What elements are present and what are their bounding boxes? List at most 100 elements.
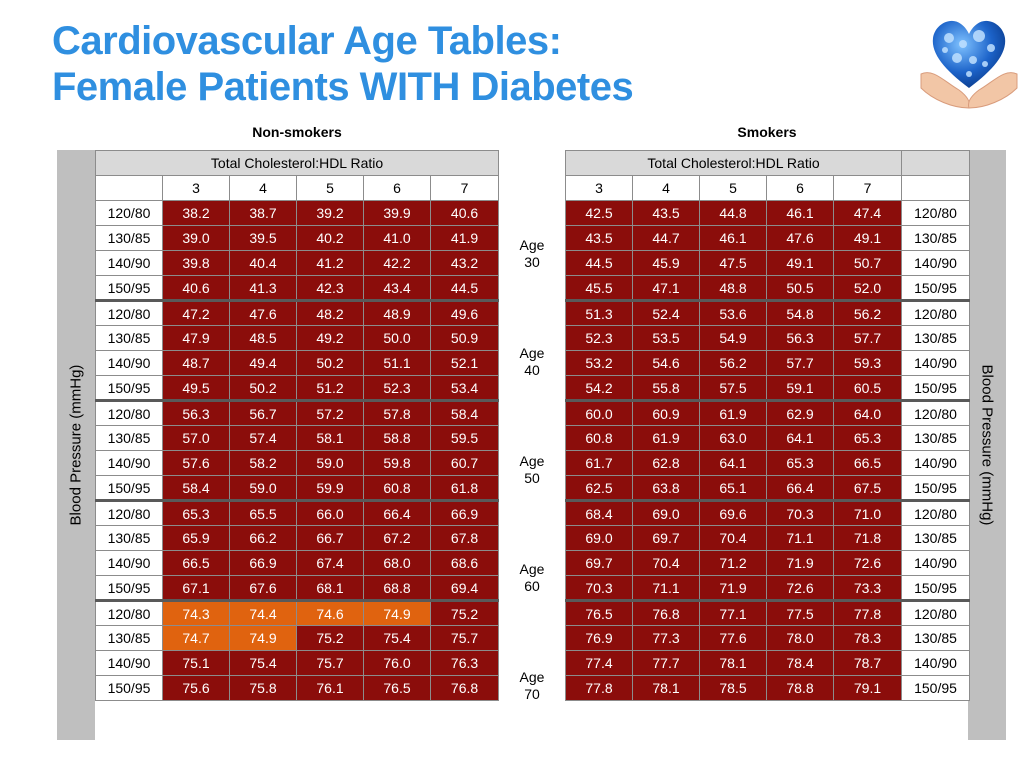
- bp-row-label: 140/90: [95, 550, 163, 576]
- bp-row-label: 130/85: [901, 525, 971, 551]
- age-value-cell: 65.3: [162, 499, 230, 526]
- age-value-cell: 48.2: [296, 299, 364, 326]
- age-value-cell: 64.1: [699, 450, 767, 476]
- age-value-cell: 53.6: [699, 299, 767, 326]
- bp-row-label: 120/80: [901, 399, 971, 426]
- table-row: 140/90 66.5 66.9 67.4 68.0 68.6: [95, 550, 500, 576]
- age-value-cell: 75.6: [162, 675, 230, 701]
- age-value-cell: 39.8: [162, 250, 230, 276]
- age-value-cell: 75.1: [162, 650, 230, 676]
- table-row: 43.5 44.7 46.1 47.6 49.1 130/85: [565, 225, 971, 251]
- age-value-cell: 66.4: [363, 499, 431, 526]
- age-value-cell: 67.2: [363, 525, 431, 551]
- age-value-cell: 56.2: [699, 350, 767, 376]
- age-word: Age: [519, 237, 545, 253]
- age-value-cell: 66.9: [229, 550, 297, 576]
- age-value-cell: 74.3: [162, 599, 230, 626]
- age-value-cell: 57.5: [699, 375, 767, 401]
- age-value-cell: 53.4: [429, 375, 500, 401]
- nonsmokers-table: Total Cholesterol:HDL Ratio 3 4 5 6 7 120/80 38…: [94, 150, 500, 701]
- age-value-cell: 40.2: [296, 225, 364, 251]
- age-value-cell: 47.6: [766, 225, 834, 251]
- age-value-cell: 57.7: [832, 325, 903, 351]
- left-bp-axis-label: Blood Pressure (mmHg): [67, 364, 85, 526]
- bp-row-label: 120/80: [901, 200, 971, 226]
- table-row: 140/90 57.6 58.2 59.0 59.8 60.7: [95, 450, 500, 476]
- age-value-cell: 62.8: [632, 450, 700, 476]
- table-row: 70.3 71.1 71.9 72.6 73.3 150/95: [565, 575, 971, 601]
- age-value-cell: 75.2: [429, 599, 500, 626]
- age-value-cell: 65.1: [699, 475, 767, 501]
- age-value-cell: 57.4: [229, 425, 297, 451]
- age-value-cell: 75.4: [363, 625, 431, 651]
- age-value-cell: 76.9: [565, 625, 633, 651]
- age-value-cell: 69.0: [632, 499, 700, 526]
- table-row: 62.5 63.8 65.1 66.4 67.5 150/95: [565, 475, 971, 501]
- age-value-cell: 78.8: [766, 675, 834, 701]
- age-value-cell: 64.1: [766, 425, 834, 451]
- age-value-cell: 67.1: [162, 575, 230, 601]
- bp-row-label: 130/85: [95, 225, 163, 251]
- bp-row-label: 130/85: [95, 425, 163, 451]
- age-group-label: Age 50: [498, 453, 566, 487]
- age-value-cell: 51.1: [363, 350, 431, 376]
- age-value-cell: 78.5: [699, 675, 767, 701]
- age-value-cell: 44.5: [565, 250, 633, 276]
- age-value-cell: 59.3: [832, 350, 903, 376]
- table-row: 150/95 49.5 50.2 51.2 52.3 53.4: [95, 375, 500, 401]
- ratio-column-header: 3: [565, 175, 633, 201]
- age-value-cell: 47.6: [229, 299, 297, 326]
- bp-row-label: 120/80: [95, 499, 163, 526]
- age-value-cell: 43.5: [565, 225, 633, 251]
- bp-row-label: 130/85: [901, 625, 971, 651]
- age-value-cell: 79.1: [832, 675, 903, 701]
- age-value-cell: 69.7: [565, 550, 633, 576]
- bp-row-label: 150/95: [95, 475, 163, 501]
- age-value-cell: 74.7: [162, 625, 230, 651]
- age-word: Age: [519, 561, 545, 577]
- age-value-cell: 60.0: [565, 399, 633, 426]
- age-value-cell: 50.0: [363, 325, 431, 351]
- age-value-cell: 47.4: [832, 200, 903, 226]
- age-value-cell: 75.4: [229, 650, 297, 676]
- age-value-cell: 76.5: [363, 675, 431, 701]
- age-value-cell: 72.6: [766, 575, 834, 601]
- age-value-cell: 73.3: [832, 575, 903, 601]
- table-row: 68.4 69.0 69.6 70.3 71.0 120/80: [565, 499, 971, 526]
- age-value-cell: 69.4: [429, 575, 500, 601]
- age-value-cell: 51.3: [565, 299, 633, 326]
- age-value-cell: 42.5: [565, 200, 633, 226]
- ratio-column-header: 6: [363, 175, 431, 201]
- age-value-cell: 66.9: [429, 499, 500, 526]
- age-value-cell: 41.3: [229, 275, 297, 301]
- age-value-cell: 77.4: [565, 650, 633, 676]
- smokers-table: Total Cholesterol:HDL Ratio 3 4 5 6 7 42.5 43.5…: [564, 150, 971, 701]
- age-value-cell: 68.1: [296, 575, 364, 601]
- table-row: 140/90 75.1 75.4 75.7 76.0 76.3: [95, 650, 500, 676]
- age-value-cell: 77.7: [632, 650, 700, 676]
- age-value-cell: 40.6: [162, 275, 230, 301]
- age-value-cell: 48.8: [699, 275, 767, 301]
- table-row: 150/95 67.1 67.6 68.1 68.8 69.4: [95, 575, 500, 601]
- age-value-cell: 52.3: [565, 325, 633, 351]
- ratio-column-header: 7: [832, 175, 903, 201]
- age-value-cell: 38.7: [229, 200, 297, 226]
- age-group-label: Age 30: [498, 237, 566, 271]
- ratio-column-header: 3: [162, 175, 230, 201]
- table-row: 130/85 74.7 74.9 75.2 75.4 75.7: [95, 625, 500, 651]
- age-value-cell: 71.1: [632, 575, 700, 601]
- age-value-cell: 50.7: [832, 250, 903, 276]
- age-value-cell: 78.0: [766, 625, 834, 651]
- page-title: Cardiovascular Age Tables: Female Patien…: [52, 18, 634, 110]
- age-value-cell: 57.0: [162, 425, 230, 451]
- age-value-cell: 41.0: [363, 225, 431, 251]
- age-value-cell: 65.3: [832, 425, 903, 451]
- age-value-cell: 46.1: [766, 200, 834, 226]
- age-value-cell: 59.5: [429, 425, 500, 451]
- bp-row-label: 140/90: [95, 250, 163, 276]
- table-row: 140/90 39.8 40.4 41.2 42.2 43.2: [95, 250, 500, 276]
- age-value-cell: 69.6: [699, 499, 767, 526]
- age-value-cell: 42.2: [363, 250, 431, 276]
- table-row: 130/85 47.9 48.5 49.2 50.0 50.9: [95, 325, 500, 351]
- table-row: 130/85 39.0 39.5 40.2 41.0 41.9: [95, 225, 500, 251]
